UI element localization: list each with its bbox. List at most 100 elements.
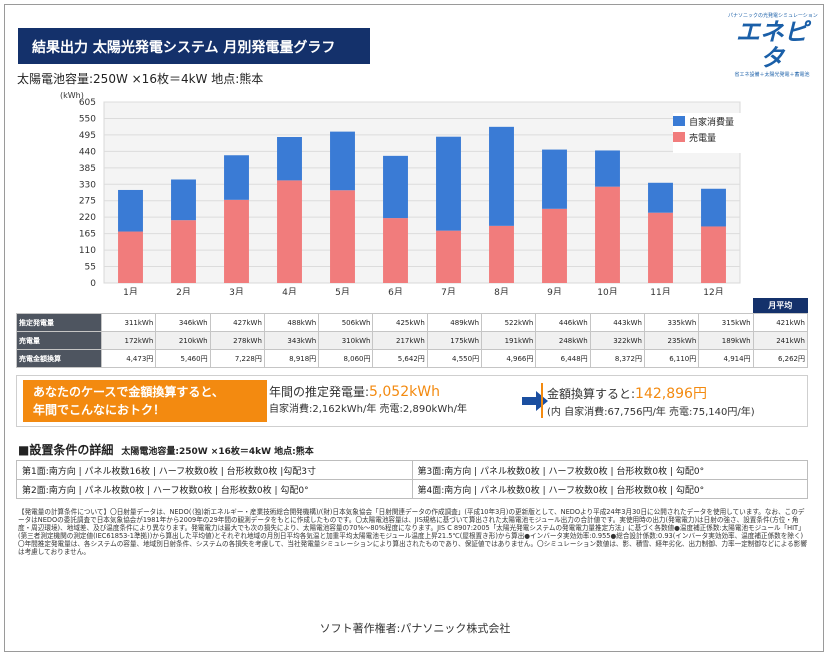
table-cell: 172kWh bbox=[100, 331, 157, 350]
table-cell: 8,060円 bbox=[318, 349, 374, 368]
table-cell: 191kWh bbox=[481, 331, 537, 350]
table-cell: 6,110円 bbox=[643, 349, 700, 368]
row-header: 売電金額換算 bbox=[16, 349, 102, 368]
table-cell: 506kWh bbox=[318, 313, 374, 332]
x-tick-label: 7月 bbox=[441, 287, 456, 295]
table-cell: 446kWh bbox=[535, 313, 591, 332]
table-cell: 248kWh bbox=[535, 331, 591, 350]
bar-sold bbox=[171, 220, 196, 283]
bar-self bbox=[701, 188, 726, 227]
header: 結果出力 太陽光発電システム 月別発電量グラフ パナソニックの光発電シミュレーシ… bbox=[6, 6, 824, 78]
table-cell: 210kWh bbox=[155, 331, 211, 350]
bar-sold bbox=[595, 186, 620, 283]
capacity-line: 太陽電池容量:250W ×16枚＝4kW 地点:熊本 bbox=[17, 72, 264, 86]
x-tick-label: 12月 bbox=[703, 287, 723, 295]
bar-sold bbox=[118, 231, 143, 283]
bar-sold bbox=[436, 230, 461, 283]
table-cell: 5,460円 bbox=[155, 349, 211, 368]
table-row: 売電量 172kWh 210kWh 278kWh 343kWh 310kWh 217kWh 1… bbox=[16, 331, 809, 350]
legend-label-sold: 売電量 bbox=[689, 133, 717, 144]
row-header: 売電量 bbox=[16, 331, 102, 350]
table-row: 推定発電量 311kWh 346kWh 427kWh 488kWh 506kWh 425kW… bbox=[16, 313, 809, 332]
conditions-spec: 太陽電池容量:250W ×16枚＝4kW 地点:熊本 bbox=[121, 447, 314, 457]
table-cell: 343kWh bbox=[263, 331, 320, 350]
conditions-row: 第1面:南方向 | パネル枚数16枚 | ハーフ枚数0枚 | 台形枚数0枚 |勾… bbox=[16, 460, 808, 480]
legend-swatch-self bbox=[673, 116, 685, 126]
row-header: 推定発電量 bbox=[16, 313, 102, 332]
y-tick-label: 605 bbox=[79, 98, 96, 108]
x-tick-label: 2月 bbox=[176, 287, 191, 295]
table-cell: 427kWh bbox=[209, 313, 265, 332]
table-cell: 175kWh bbox=[426, 331, 483, 350]
y-tick-label: 110 bbox=[79, 246, 96, 256]
table-cell: 489kWh bbox=[426, 313, 483, 332]
bar-sold bbox=[648, 212, 673, 283]
table-row: 売電金額換算 4,473円 5,460円 7,228円 8,918円 8,060円 5,64… bbox=[16, 349, 809, 368]
bar-self bbox=[118, 189, 143, 232]
annual-generation: 年間の推定発電量:5,052kWh 自家消費:2,162kWh/年 売電:2,8… bbox=[269, 383, 467, 415]
x-tick-label: 4月 bbox=[282, 287, 297, 295]
promo-banner: あなたのケースで金額換算すると、 年間でこんなにおトク！ bbox=[23, 380, 267, 422]
x-tick-label: 8月 bbox=[494, 287, 509, 295]
table-cell: 522kWh bbox=[481, 313, 537, 332]
promo-line1: あなたのケースで金額換算すると、 bbox=[33, 385, 224, 399]
table-cell: 241kWh bbox=[752, 331, 809, 350]
table-cell: 8,372円 bbox=[589, 349, 645, 368]
promo-box: あなたのケースで金額換算すると、 年間でこんなにおトク！ 年間の推定発電量:5,… bbox=[16, 375, 808, 427]
x-tick-label: 1月 bbox=[123, 287, 138, 295]
table-cell: 443kWh bbox=[589, 313, 645, 332]
money-value: 142,896円 bbox=[635, 386, 707, 402]
conditions-heading: ■設置条件の詳細 bbox=[18, 443, 114, 457]
bar-self bbox=[224, 155, 249, 200]
promo-line2: 年間でこんなにおトク！ bbox=[33, 403, 166, 417]
bar-sold bbox=[277, 180, 302, 283]
table-cell: 425kWh bbox=[372, 313, 428, 332]
table-cell: 6,448円 bbox=[535, 349, 591, 368]
logo-sub-text: 省エネ設備＋太陽光発電＋蓄電池 bbox=[734, 72, 810, 78]
calculation-notes: 【発電量の計算条件について】〇日射量データは、NEDO(（独)新エネルギー・産業… bbox=[18, 508, 807, 556]
table-cell: 235kWh bbox=[643, 331, 700, 350]
table-cell: 488kWh bbox=[263, 313, 320, 332]
table-cell: 315kWh bbox=[698, 313, 754, 332]
bar-self bbox=[383, 155, 408, 219]
bar-sold bbox=[542, 208, 567, 283]
y-tick-label: 165 bbox=[79, 230, 96, 240]
x-tick-label: 11月 bbox=[650, 287, 670, 295]
bar-self bbox=[277, 137, 302, 181]
table-cell: 4,914円 bbox=[698, 349, 754, 368]
y-tick-label: 495 bbox=[79, 131, 96, 141]
logo-name: エネピタ bbox=[736, 18, 808, 72]
conditions-row: 第2面:南方向 | パネル枚数0枚 | ハーフ枚数0枚 | 台形枚数0枚 | 勾… bbox=[16, 479, 808, 499]
legend-item-self: 自家消費量 bbox=[673, 113, 753, 129]
annual-value: 5,052kWh bbox=[369, 384, 440, 400]
table-cell: 322kWh bbox=[589, 331, 645, 350]
table-cell: 8,918円 bbox=[263, 349, 320, 368]
bar-self bbox=[489, 126, 514, 226]
conditions-title: ■設置条件の詳細 太陽電池容量:250W ×16枚＝4kW 地点:熊本 bbox=[18, 441, 314, 458]
chart-legend: 自家消費量 売電量 bbox=[673, 113, 753, 153]
condition-cell: 第2面:南方向 | パネル枚数0枚 | ハーフ枚数0枚 | 台形枚数0枚 | 勾… bbox=[16, 479, 413, 499]
y-axis-label: (kWh) bbox=[60, 91, 84, 100]
y-tick-label: 275 bbox=[79, 197, 96, 207]
x-tick-label: 10月 bbox=[597, 287, 617, 295]
x-tick-label: 5月 bbox=[335, 287, 350, 295]
table-cell: 189kWh bbox=[698, 331, 754, 350]
x-tick-label: 6月 bbox=[388, 287, 403, 295]
table-cell: 278kWh bbox=[209, 331, 265, 350]
bar-sold bbox=[224, 199, 249, 283]
condition-cell: 第3面:南方向 | パネル枚数0枚 | ハーフ枚数0枚 | 台形枚数0枚 | 勾… bbox=[411, 460, 808, 480]
y-tick-label: 220 bbox=[79, 213, 96, 223]
bar-sold bbox=[489, 225, 514, 283]
money-label: 金額換算すると: bbox=[547, 387, 636, 401]
y-tick-label: 0 bbox=[90, 279, 96, 289]
enepita-logo: パナソニックの光発電シミュレーション エネピタ 省エネ設備＋太陽光発電＋蓄電池 bbox=[728, 12, 818, 78]
condition-cell: 第1面:南方向 | パネル枚数16枚 | ハーフ枚数0枚 | 台形枚数0枚 |勾… bbox=[16, 460, 413, 480]
bar-self bbox=[542, 149, 567, 209]
table-cell: 335kWh bbox=[643, 313, 700, 332]
x-tick-label: 3月 bbox=[229, 287, 244, 295]
conditions-table: 第1面:南方向 | パネル枚数16枚 | ハーフ枚数0枚 | 台形枚数0枚 |勾… bbox=[16, 460, 808, 499]
bar-sold bbox=[383, 218, 408, 283]
table-cell: 4,550円 bbox=[426, 349, 483, 368]
monthly-generation-chart: 0 55 110 165 220 275 330 385 440 495 550 605 (kWh) 1月… bbox=[17, 89, 807, 298]
table-cell: 217kWh bbox=[372, 331, 428, 350]
